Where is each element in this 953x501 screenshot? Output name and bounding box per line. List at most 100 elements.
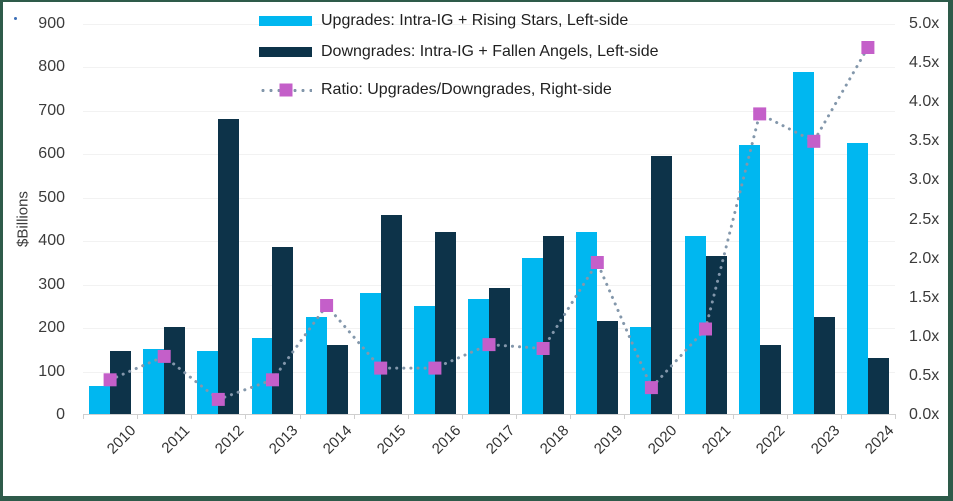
bar-group: 2018 [516,24,572,458]
bar-group: 2011 [137,24,193,457]
bar-group: 2024 [841,24,897,458]
y-tick-label: 800 [38,58,65,76]
x-axis-label: 2014 [320,422,356,458]
x-axis-tick [624,414,626,419]
gridline [83,67,895,69]
ratio-marker [536,342,550,355]
bar-downgrades [759,344,781,414]
x-axis-label: 2019 [590,422,627,458]
upgrades-swatch-icon [259,16,312,26]
ratio-marker [590,256,604,269]
legend-label-upgrades: Upgrades: Intra-IG + Rising Stars, Left-… [321,12,629,29]
y-tick-label: 300 [38,275,65,293]
ratio-line [108,46,870,402]
right-tick-label: 3.0x [909,171,940,189]
x-axis-label: 2010 [103,422,140,458]
bar-downgrades [651,156,673,414]
bar-downgrades [218,119,240,414]
plot-area: 2010 2011 2012 2013 2014 2015 2016 2017 2018 2019… [83,24,897,458]
bar-downgrades [813,316,835,414]
ratio-marker [644,381,658,395]
bar-downgrades [326,344,348,414]
bar-group: 2013 [245,24,302,458]
gridline [83,110,895,112]
right-tick-label: 1.0x [909,327,940,345]
bar-upgrades [359,292,381,414]
bar-upgrades [143,349,165,414]
bar-upgrades [251,338,273,414]
y-tick-label: 200 [38,319,65,337]
x-axis-label: 2020 [644,422,681,458]
x-axis-label: 2012 [211,422,248,458]
y-tick-label: 100 [38,362,65,380]
ratio-marker [320,299,334,312]
bar-downgrades [272,247,294,414]
x-axis-tick [245,414,247,419]
x-axis-tick [895,414,896,419]
bar-group: 2010 [83,24,139,458]
ratio-marker [103,373,117,387]
x-axis-tick [732,414,734,419]
ratio-marker [807,134,821,148]
ratio-marker [861,41,875,54]
right-tick-label: 5.0x [909,15,940,32]
x-axis-label: 2013 [265,422,302,458]
legend-item-upgrades: Upgrades: Intra-IG + Rising Stars, Left-… [259,10,659,32]
bar-downgrades [164,327,186,414]
x-axis-tick [299,414,301,419]
bar-upgrades [684,236,706,414]
gridline [83,154,895,156]
x-axis-label: 2024 [861,422,898,458]
ratio-marker [157,349,171,363]
bar-group: 2019 [570,24,626,458]
ratio-marker [266,373,279,387]
gridline [83,284,895,286]
downgrades-swatch-icon [259,47,312,57]
bar-group: 2022 [733,24,789,458]
gridline [83,197,895,199]
legend: Upgrades: Intra-IG + Rising Stars, Left-… [259,10,659,101]
bar-downgrades [597,320,619,414]
ratio-marker [374,361,388,375]
legend-label-downgrades: Downgrades: Intra-IG + Fallen Angels, Le… [321,43,659,60]
ratio-marker [753,107,767,121]
x-axis-tick [83,414,84,419]
legend-label-ratio: Ratio: Upgrades/Downgrades, Right-side [321,81,612,98]
ratio-line-layer [103,41,875,406]
y-tick-label: 700 [38,101,65,119]
x-axis-label: 2023 [807,422,843,458]
right-tick-label: 4.5x [909,54,940,72]
bar-upgrades [413,305,435,414]
bar-group: 2017 [462,24,518,458]
right-tick-label: 0.0x [909,406,940,423]
x-axis-label: 2021 [699,422,735,458]
y-tick-label: 400 [38,232,65,250]
x-axis-label: 2022 [753,422,789,458]
ratio-marker [428,361,442,375]
legend-item-downgrades: Downgrades: Intra-IG + Fallen Angels, Le… [259,41,659,63]
x-axis-tick [678,414,680,419]
x-axis-label: 2016 [428,422,464,458]
x-axis-tick [353,414,355,419]
x-axis-label: 2018 [536,422,573,458]
ratio-marker [699,322,712,336]
x-axis-tick [137,414,139,419]
x-axis-label: 2017 [482,422,519,458]
right-tick-label: 2.0x [909,249,940,267]
bar-downgrades [868,357,890,414]
y-tick-label: 500 [38,188,65,206]
ratio-swatch-icon [259,83,312,97]
bar-upgrades [576,232,598,414]
right-tick-label: 1.5x [909,288,940,306]
ratio-marker [211,392,225,406]
y-tick-label: 0 [56,406,65,423]
bar-upgrades [468,299,490,414]
bar-group: 2014 [300,24,356,458]
bar-downgrades [110,351,132,414]
artifact-dot [14,17,17,20]
x-axis-tick [191,414,193,419]
gridline [83,24,895,25]
bar-upgrades [305,316,327,414]
bar-group: 2021 [679,24,735,458]
bar-upgrades [738,145,760,414]
